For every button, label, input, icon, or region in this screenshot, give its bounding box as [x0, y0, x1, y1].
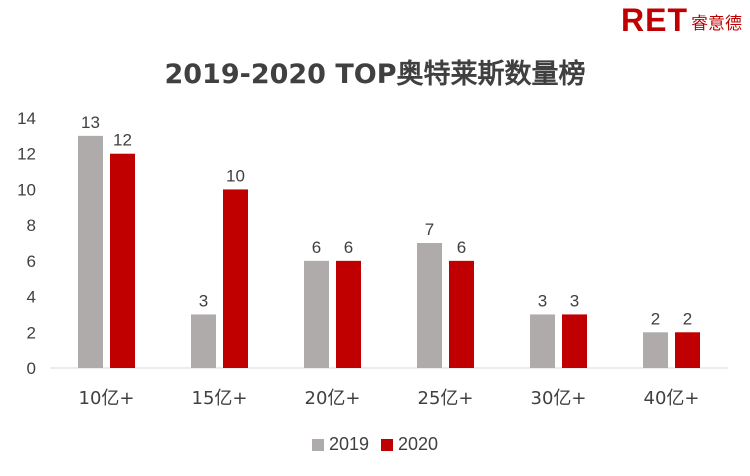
chart-title: 2019-2020 TOP奥特莱斯数量榜	[164, 59, 586, 90]
data-label-2019-2: 6	[312, 238, 321, 257]
legend-swatch-2019	[311, 438, 324, 451]
x-tick-label: 15亿+	[192, 388, 248, 409]
x-tick-label: 20亿+	[305, 388, 361, 409]
legend: 2019 2020	[0, 434, 750, 455]
y-tick-label: 10	[17, 180, 36, 199]
legend-label-2020: 2020	[398, 434, 439, 454]
x-tick-label: 30亿+	[531, 388, 587, 409]
y-tick-label: 0	[27, 359, 36, 378]
y-tick-label: 2	[27, 323, 36, 342]
bar-2020-0	[110, 153, 135, 368]
y-tick-label: 8	[27, 216, 36, 235]
bar-2019-1	[191, 314, 216, 368]
bar-2019-0	[78, 135, 103, 368]
y-tick-label: 12	[17, 145, 36, 164]
bar-2020-2	[336, 260, 361, 368]
data-label-2020-4: 3	[570, 291, 579, 310]
y-tick-label: 4	[27, 288, 36, 307]
legend-swatch-2020	[381, 438, 393, 451]
ret-logo: RET 睿意德	[621, 4, 742, 36]
bar-2019-2	[304, 260, 329, 368]
data-label-2020-5: 2	[683, 309, 692, 328]
bar-2020-3	[449, 260, 474, 368]
data-label-2020-0: 12	[113, 131, 132, 150]
y-tick-label: 14	[17, 109, 36, 128]
bar-2019-5	[643, 332, 668, 368]
bar-2019-3	[417, 243, 442, 368]
data-label-2019-4: 3	[538, 291, 547, 310]
x-tick-label: 25亿+	[418, 388, 474, 409]
data-label-2019-5: 2	[651, 309, 660, 328]
data-label-2020-1: 10	[226, 166, 245, 185]
bar-2020-4	[562, 314, 587, 368]
legend-label-2019: 2019	[328, 434, 369, 454]
data-label-2019-3: 7	[425, 220, 434, 239]
data-label-2020-2: 6	[344, 238, 353, 257]
legend-item-2019: 2019	[311, 434, 369, 455]
bar-2020-1	[223, 189, 248, 368]
data-label-2019-1: 3	[199, 291, 208, 310]
data-label-2019-0: 13	[81, 113, 100, 132]
y-tick-label: 6	[27, 252, 36, 271]
x-tick-label: 40亿+	[644, 388, 700, 409]
bar-2020-5	[675, 332, 700, 368]
bar-2019-4	[530, 314, 555, 368]
data-label-2020-3: 6	[457, 238, 466, 257]
x-tick-label: 10亿+	[79, 388, 135, 409]
logo-subtitle: 睿意德	[691, 14, 742, 34]
logo-mark: RET	[621, 2, 688, 38]
legend-item-2020: 2020	[381, 434, 438, 455]
